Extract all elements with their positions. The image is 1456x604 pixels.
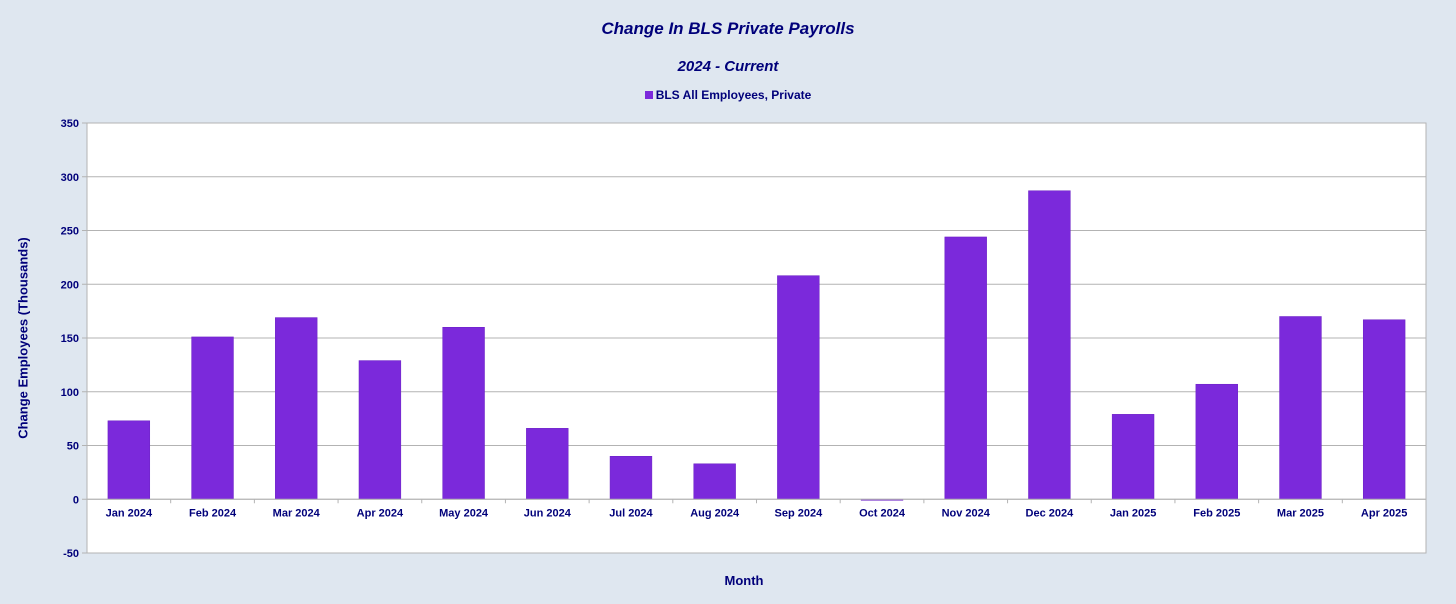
bars <box>107 190 1406 501</box>
x-tick-label: Jul 2024 <box>609 507 653 519</box>
legend-swatch <box>644 91 653 99</box>
bar <box>191 336 234 500</box>
x-tick-label: Jun 2024 <box>524 507 572 519</box>
y-tick-label: 0 <box>73 494 79 506</box>
x-tick-label: Aug 2024 <box>690 507 740 519</box>
bar <box>1195 383 1238 500</box>
bar <box>1362 319 1406 500</box>
x-tick-label: Apr 2024 <box>357 507 404 519</box>
bar <box>107 420 151 500</box>
y-tick-label: 250 <box>61 226 79 238</box>
bar <box>693 463 736 500</box>
y-ticks: 350 300 250 200 150 100 50 0 -50 <box>61 118 87 560</box>
bar <box>526 428 569 500</box>
y-tick-label: -50 <box>63 548 79 560</box>
y-tick-label: 200 <box>61 279 79 291</box>
bar <box>777 275 820 500</box>
bar <box>275 317 318 500</box>
bar <box>442 327 485 500</box>
y-tick-label: 350 <box>61 118 79 130</box>
y-tick-label: 300 <box>61 172 79 184</box>
x-tick-label: Mar 2025 <box>1277 507 1324 519</box>
bar <box>609 456 653 500</box>
y-tick-label: 100 <box>61 387 79 399</box>
bar <box>1028 190 1071 500</box>
bar <box>1279 316 1322 500</box>
x-tick-label: Sep 2024 <box>774 507 823 519</box>
legend-label: BLS All Employees, Private <box>655 88 812 102</box>
chart-subtitle: 2024 - Current <box>677 58 779 75</box>
x-tick-label: Feb 2024 <box>189 507 237 519</box>
chart-title: Change In BLS Private Payrolls <box>601 19 855 38</box>
bar <box>358 360 402 500</box>
bar <box>944 236 987 500</box>
y-tick-label: 150 <box>61 333 79 345</box>
x-tick-label: Apr 2025 <box>1361 507 1407 519</box>
x-tick-label: May 2024 <box>439 507 489 519</box>
x-tick-label: Oct 2024 <box>859 507 906 519</box>
x-tick-label: Nov 2024 <box>942 507 991 519</box>
bar <box>1111 414 1155 500</box>
legend: BLS All Employees, Private <box>0 88 1456 102</box>
x-tick-label: Jan 2024 <box>106 507 153 519</box>
x-tick-label: Mar 2024 <box>273 507 321 519</box>
y-tick-label: 50 <box>67 441 79 453</box>
x-ticks: Jan 2024 Feb 2024 Mar 2024 Apr 2024 May 2024… <box>87 498 1426 519</box>
x-tick-label: Dec 2024 <box>1026 507 1075 519</box>
x-tick-label: Jan 2025 <box>1110 507 1156 519</box>
x-axis-label: Month <box>724 573 764 588</box>
x-tick-label: Feb 2025 <box>1193 507 1240 519</box>
